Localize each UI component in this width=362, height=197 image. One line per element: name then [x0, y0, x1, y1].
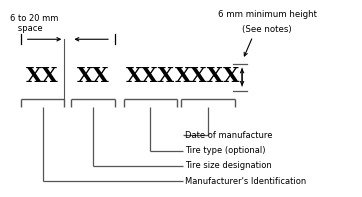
- Text: 6 mm minimum height: 6 mm minimum height: [218, 10, 317, 20]
- Text: Tire type (optional): Tire type (optional): [185, 146, 265, 155]
- Text: Tire size designation: Tire size designation: [185, 161, 272, 170]
- Text: XX: XX: [77, 66, 109, 86]
- Text: Manufacturer's Identification: Manufacturer's Identification: [185, 177, 306, 186]
- Text: XXX: XXX: [126, 66, 175, 86]
- Text: XX: XX: [26, 66, 59, 86]
- Text: Date of manufacture: Date of manufacture: [185, 131, 272, 140]
- Text: 6 to 20 mm
   space: 6 to 20 mm space: [10, 14, 59, 33]
- Text: XXXX: XXXX: [175, 66, 241, 86]
- Text: (See notes): (See notes): [243, 25, 292, 34]
